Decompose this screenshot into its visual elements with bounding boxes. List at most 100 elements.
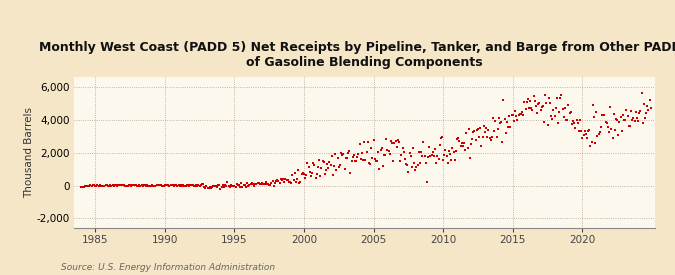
Point [413, 150, 424, 154]
Point [229, 184, 240, 188]
Point [138, 183, 149, 188]
Point [219, 183, 230, 187]
Point [293, 168, 304, 173]
Point [258, 182, 269, 186]
Point [187, 183, 198, 188]
Point [339, 167, 350, 171]
Point [484, 136, 495, 140]
Point [455, 144, 466, 148]
Point [416, 150, 427, 154]
Point [348, 152, 359, 157]
Point [285, 180, 296, 184]
Point [266, 181, 277, 185]
Point [548, 108, 559, 112]
Point [127, 183, 138, 188]
Point [79, 184, 90, 189]
Point [380, 153, 391, 157]
Point [323, 166, 333, 170]
Point [128, 183, 139, 188]
Point [425, 154, 436, 158]
Point [344, 149, 354, 153]
Point [414, 161, 425, 165]
Point [520, 107, 531, 111]
Point [332, 156, 343, 160]
Point [410, 168, 421, 172]
Point [308, 161, 319, 166]
Point [148, 183, 159, 188]
Point [635, 109, 646, 113]
Point [433, 157, 444, 161]
Point [634, 111, 645, 115]
Point [244, 183, 255, 188]
Point [132, 183, 142, 188]
Point [387, 141, 398, 145]
Point [435, 136, 446, 140]
Point [330, 152, 341, 156]
Point [514, 112, 525, 116]
Point [164, 183, 175, 188]
Point [589, 114, 599, 119]
Point [615, 115, 626, 120]
Point [412, 163, 423, 167]
Point [516, 112, 526, 117]
Point [225, 183, 236, 188]
Point [490, 119, 501, 123]
Point [411, 165, 422, 169]
Point [508, 112, 518, 117]
Point [101, 183, 112, 188]
Point [100, 183, 111, 188]
Point [182, 183, 192, 188]
Point [361, 150, 372, 155]
Point [350, 159, 360, 163]
Point [560, 105, 570, 110]
Point [598, 113, 609, 117]
Point [482, 135, 493, 139]
Point [88, 183, 99, 188]
Point [593, 131, 604, 136]
Point [309, 163, 320, 167]
Point [296, 172, 307, 176]
Point [533, 101, 543, 106]
Point [614, 120, 625, 124]
Point [587, 140, 597, 144]
Point [385, 139, 396, 143]
Point [592, 134, 603, 138]
Point [95, 183, 105, 187]
Point [179, 183, 190, 188]
Point [527, 108, 538, 112]
Point [568, 119, 578, 123]
Point [532, 110, 543, 115]
Point [461, 131, 472, 136]
Point [431, 160, 441, 165]
Point [570, 125, 580, 130]
Point [584, 127, 595, 132]
Point [340, 156, 351, 160]
Point [129, 183, 140, 188]
Point [272, 178, 283, 182]
Point [372, 158, 383, 163]
Point [151, 183, 162, 188]
Point [591, 110, 601, 114]
Point [367, 156, 378, 161]
Point [487, 116, 498, 120]
Point [223, 183, 234, 188]
Point [562, 118, 572, 122]
Point [463, 127, 474, 131]
Point [390, 138, 401, 143]
Point [539, 120, 549, 124]
Point [366, 146, 377, 150]
Point [338, 152, 349, 156]
Point [319, 160, 329, 164]
Point [193, 183, 204, 188]
Point [271, 179, 281, 183]
Point [322, 161, 333, 166]
Point [487, 135, 497, 139]
Point [405, 153, 416, 158]
Point [476, 144, 487, 148]
Point [358, 158, 369, 162]
Point [290, 180, 301, 185]
Point [161, 183, 171, 188]
Point [158, 183, 169, 188]
Point [122, 184, 133, 188]
Point [402, 162, 412, 167]
